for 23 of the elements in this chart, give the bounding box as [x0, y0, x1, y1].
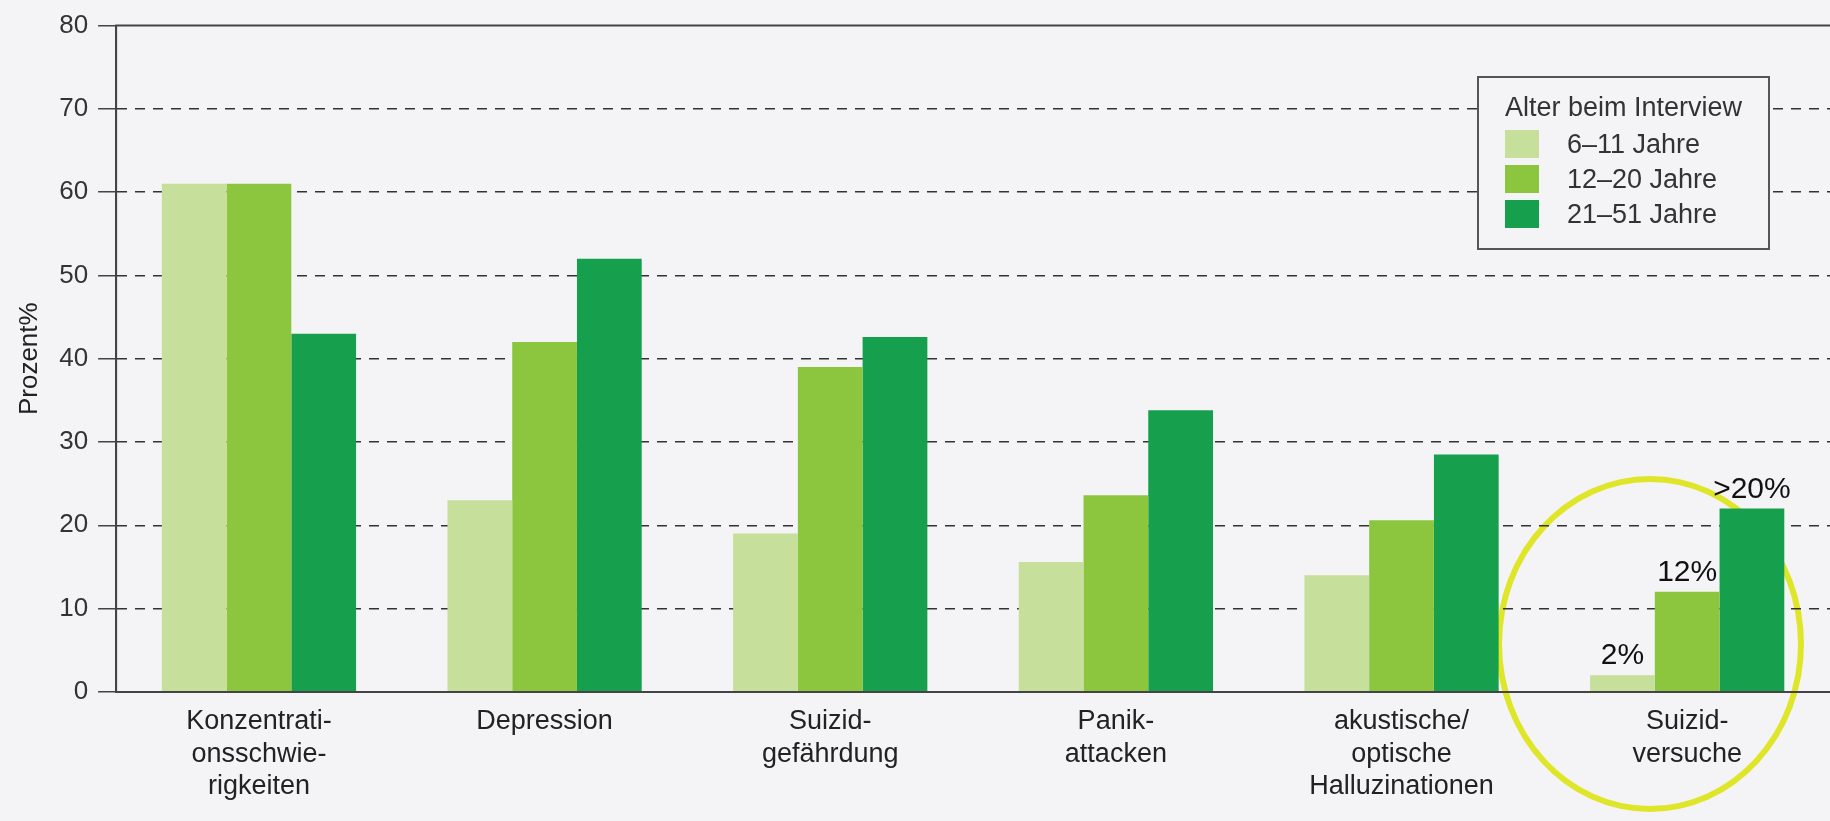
x-tick-label: Suizid- gefährdung: [761, 705, 899, 768]
data-label: >20%: [1713, 470, 1791, 504]
y-tick-label: 50: [59, 258, 89, 289]
y-tick-label: 30: [59, 425, 89, 456]
legend-label: 6–11 Jahre: [1567, 128, 1701, 160]
data-label: 2%: [1600, 637, 1645, 671]
y-tick-label: 60: [59, 175, 89, 206]
legend-title: Alter beim Interview: [1505, 91, 1743, 123]
legend-label: 21–51 Jahre: [1567, 198, 1718, 230]
y-tick-label: 40: [59, 341, 89, 372]
x-tick-label: akustische/ optische Halluzinationen: [1309, 705, 1494, 801]
x-tick-label: Panik- attacken: [1064, 705, 1167, 768]
y-axis-title: Prozent%: [12, 302, 43, 416]
y-tick-label: 20: [59, 508, 89, 539]
x-tick-label: Depression: [476, 705, 613, 736]
y-tick-label: 10: [59, 591, 89, 622]
legend-label: 12–20 Jahre: [1567, 163, 1718, 195]
data-label: 12%: [1657, 554, 1718, 588]
y-tick-label: 70: [59, 92, 89, 123]
y-tick-label: 80: [59, 8, 89, 39]
x-tick-label: Konzentrati- onsschwie- rigkeiten: [186, 705, 332, 801]
x-tick-label: Suizid- versuche: [1632, 705, 1742, 768]
y-tick-label: 0: [73, 674, 89, 705]
